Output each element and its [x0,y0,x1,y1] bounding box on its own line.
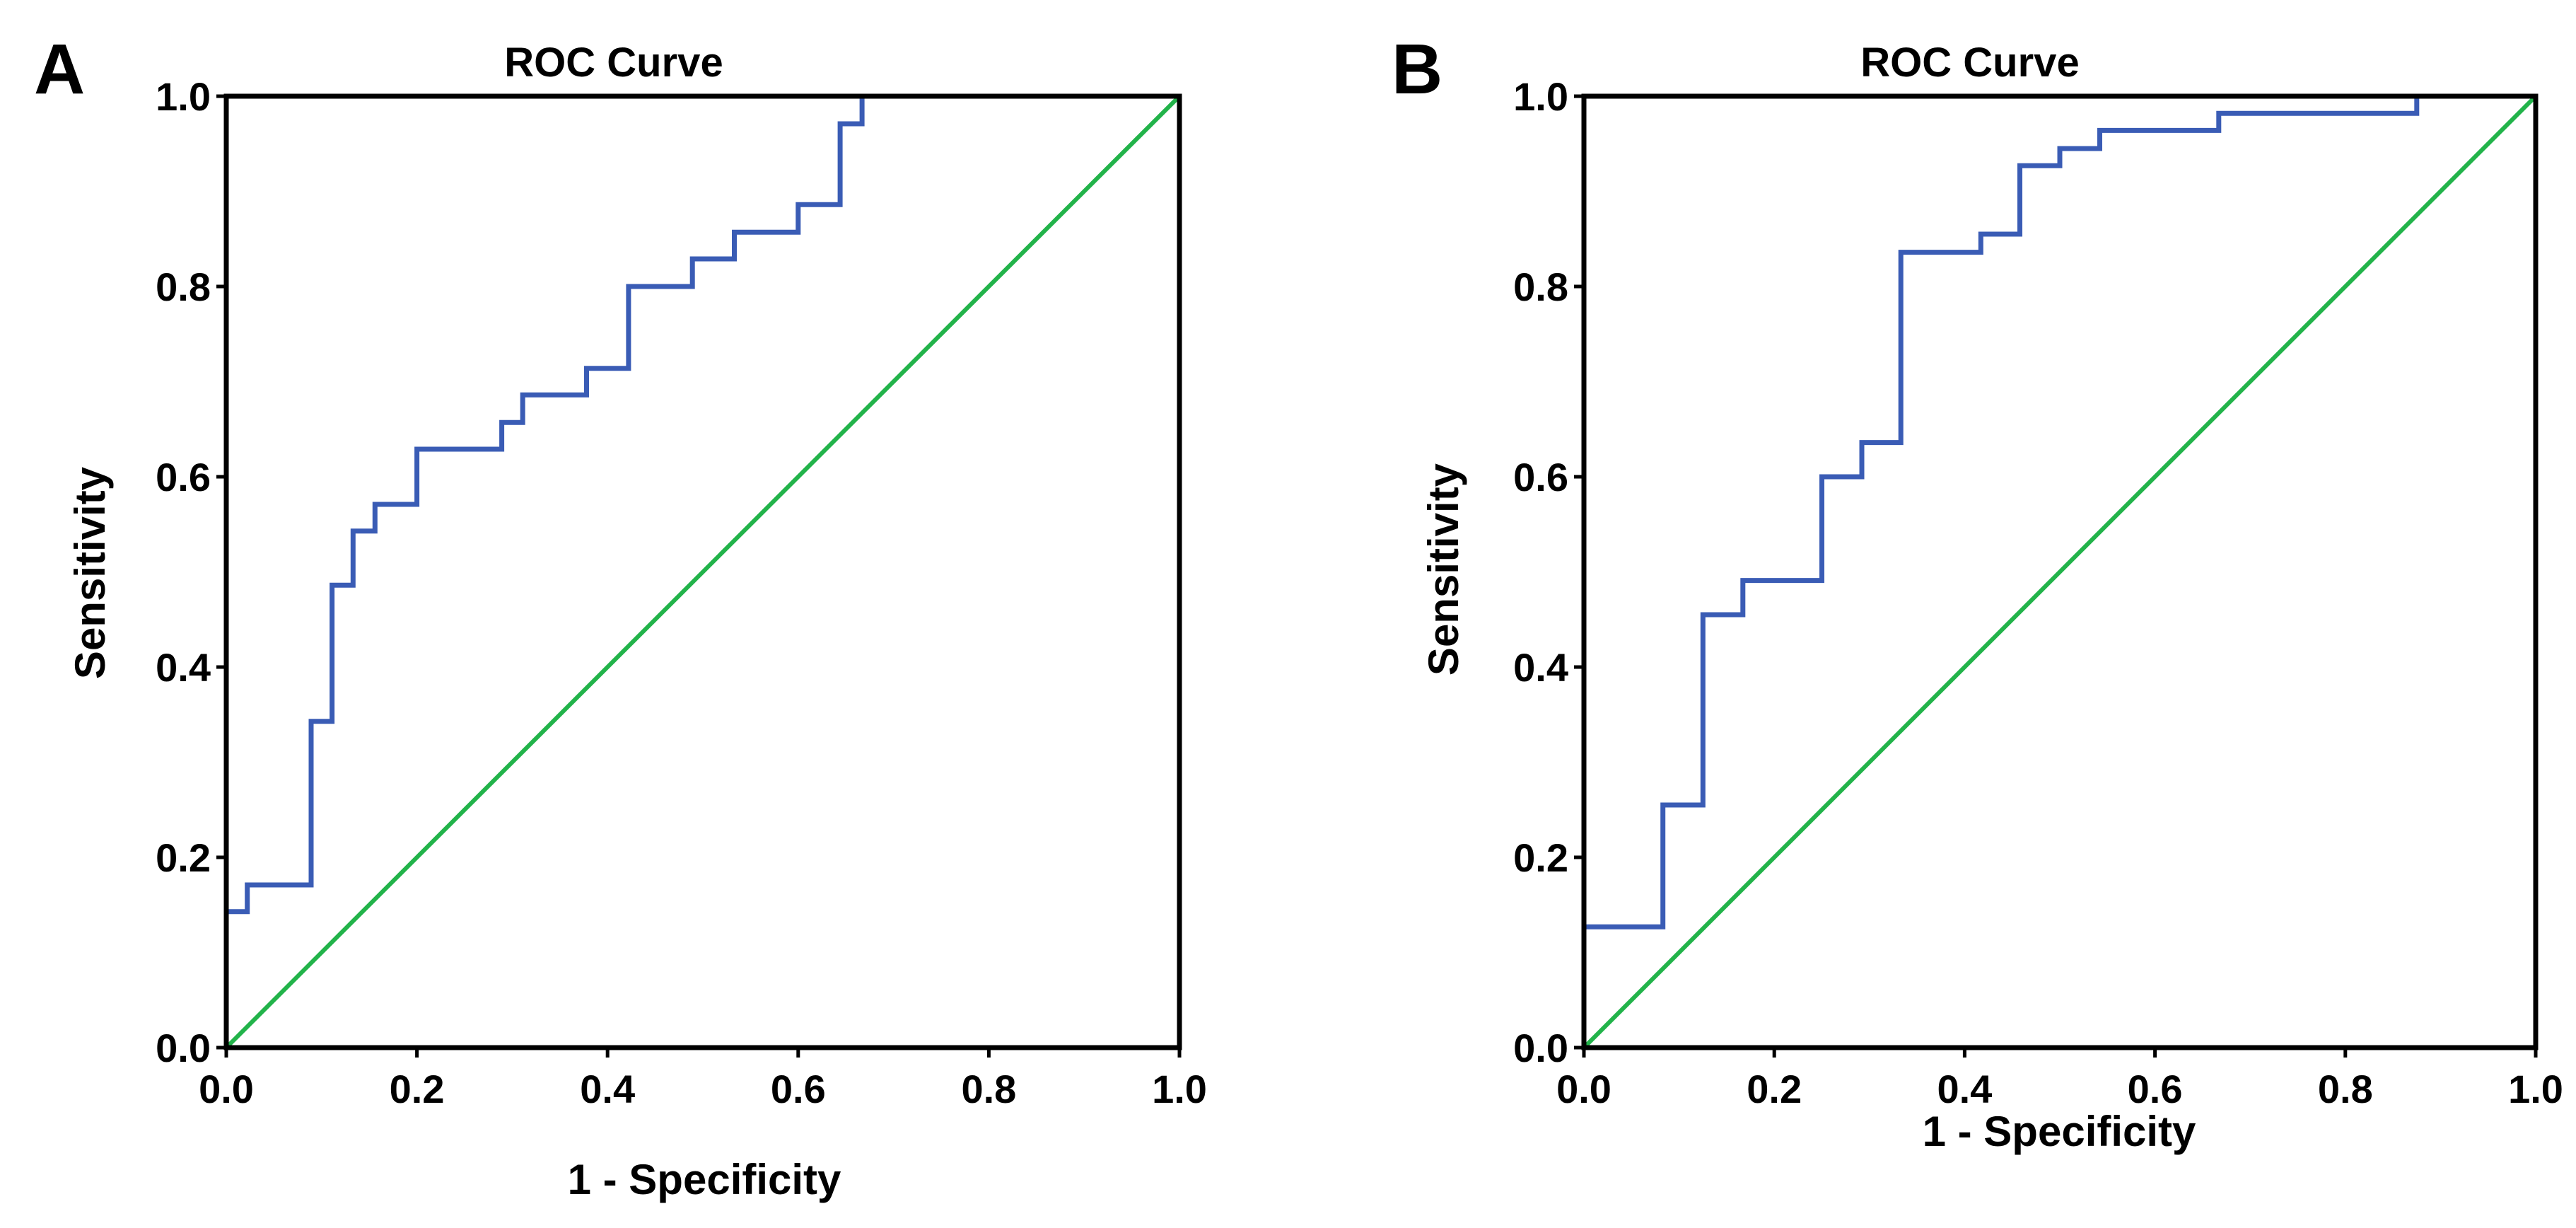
chart-title-a: ROC Curve [504,40,723,86]
y-tick-label-a: 0.6 [156,455,211,499]
x-tick-label-a: 0.2 [390,1067,445,1111]
x-tick-label-b: 0.6 [2128,1067,2183,1111]
reference-line-b [1582,94,2538,1050]
y-axis-label-a: Sensitivity [66,466,114,679]
x-tick-label-b: 0.2 [1747,1067,1802,1111]
y-tick-label-b: 1.0 [1513,74,1568,119]
y-tick-label-a: 1.0 [156,74,211,119]
panel-label-b: B [1392,30,1443,109]
plot-frame-b [1581,93,2539,1050]
reference-line-a [224,94,1182,1050]
x-tick-label-a: 0.8 [961,1067,1016,1111]
x-axis-label-a: 1 - Specificity [568,1156,841,1203]
panel-label-a: A [34,30,85,109]
chart-title-b: ROC Curve [1860,40,2079,86]
x-tick-label-b: 1.0 [2508,1067,2563,1111]
x-tick-label-a: 1.0 [1152,1067,1207,1111]
roc-curve-line-b [1581,96,2420,1048]
x-tick-label-a: 0.6 [771,1067,826,1111]
y-tick-label-b: 0.2 [1513,835,1568,880]
x-tick-label-b: 0.4 [1937,1067,1992,1111]
x-axis-label-b: 1 - Specificity [1923,1108,2196,1155]
x-tick-label-b: 0.0 [1556,1067,1612,1111]
x-tick-label-a: 0.4 [580,1067,635,1111]
panel-a: A ROC Curve Sensitivity 1 - Specificity … [34,30,1207,1203]
x-tick-label-b: 0.8 [2318,1067,2373,1111]
y-tick-label-b: 0.6 [1513,455,1568,499]
y-tick-label-a: 0.2 [156,835,211,880]
y-tick-label-a: 0.4 [156,645,211,690]
y-tick-label-b: 0.4 [1513,645,1568,690]
x-tick-label-a: 0.0 [199,1067,254,1111]
y-tick-label-a: 0.0 [156,1026,211,1070]
y-tick-label-b: 0.8 [1513,265,1568,309]
y-tick-label-b: 0.0 [1513,1026,1568,1070]
y-tick-label-a: 0.8 [156,265,211,309]
y-axis-label-b: Sensitivity [1420,463,1467,676]
roc-curve-line-a [223,96,865,1048]
panel-b: B ROC Curve Sensitivity 1 - Specificity … [1392,30,2563,1155]
plot-frame-a [223,93,1182,1050]
